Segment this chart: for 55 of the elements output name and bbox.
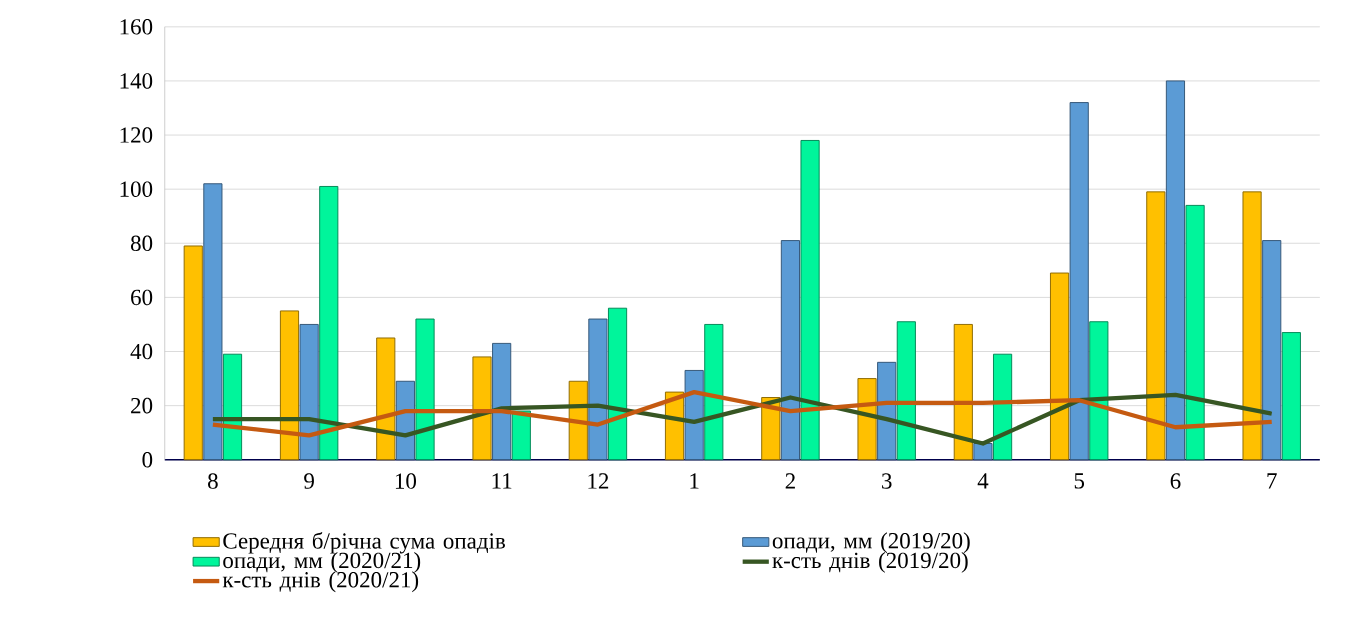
x-tick-label: 11 <box>492 473 512 489</box>
bar <box>896 321 916 461</box>
bar <box>183 245 203 461</box>
bar <box>472 356 492 461</box>
y-tick-label: 60 <box>131 289 153 306</box>
x-tick-label: 3 <box>882 473 892 489</box>
x-tick-label: 8 <box>208 473 218 489</box>
bar <box>1069 102 1089 461</box>
bar <box>376 337 396 461</box>
bar <box>953 323 973 461</box>
x-tick-label: 7 <box>1267 473 1277 489</box>
x-tick-label: 12 <box>588 473 609 489</box>
bar <box>415 318 435 461</box>
x-tick-label: 2 <box>785 473 795 489</box>
bar <box>780 240 801 461</box>
y-tick-label: 80 <box>130 235 153 252</box>
line-series <box>210 389 1274 438</box>
y-tick-label: 100 <box>120 181 153 197</box>
bar <box>319 185 339 461</box>
y-tick-label: 160 <box>120 19 153 35</box>
bar <box>1089 321 1109 461</box>
bar <box>511 410 531 461</box>
x-tick-label: 9 <box>304 473 314 489</box>
x-tick-label: 6 <box>1170 473 1181 489</box>
legend-label: Середня б/річна сума опадів <box>223 532 505 554</box>
legend-label: к-сть днів (2020/21) <box>222 571 419 593</box>
bar <box>1281 332 1301 461</box>
bar <box>704 323 724 461</box>
bar <box>299 323 319 461</box>
bar <box>279 310 300 461</box>
bar <box>607 307 628 461</box>
line-series <box>210 392 1274 446</box>
bar <box>492 342 512 461</box>
x-tick-label: 4 <box>977 473 989 489</box>
bar <box>993 353 1013 461</box>
bar <box>1185 204 1205 461</box>
y-tick-label: 0 <box>142 451 153 468</box>
y-tick-label: 20 <box>131 397 153 414</box>
x-tick-label: 1 <box>690 473 699 489</box>
bar <box>1146 191 1166 461</box>
x-tick-label: 5 <box>1074 473 1085 489</box>
y-tick-label: 140 <box>120 73 153 89</box>
x-tick-label: 10 <box>395 473 417 489</box>
y-tick-label: 40 <box>130 343 153 360</box>
bar <box>1262 240 1282 461</box>
bar <box>222 353 243 461</box>
bar <box>588 318 608 461</box>
bar <box>1165 80 1186 461</box>
bar <box>1049 272 1070 461</box>
bar <box>973 443 993 461</box>
y-tick-label: 120 <box>120 127 153 143</box>
bar <box>800 139 820 461</box>
bar <box>877 361 897 461</box>
bar <box>1242 191 1262 461</box>
bar <box>203 183 223 461</box>
